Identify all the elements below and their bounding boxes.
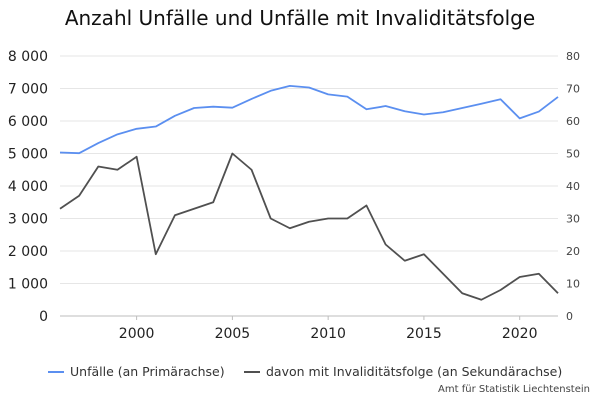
y-left-tick-label: 1 000 bbox=[8, 277, 48, 293]
y-right-tick-label: 60 bbox=[566, 115, 580, 128]
y-right-tick-label: 30 bbox=[566, 213, 580, 226]
legend-swatch-invaliditaet bbox=[244, 370, 260, 373]
legend-swatch-unfaelle bbox=[48, 370, 64, 373]
y-axis-left: 0 1 000 2 000 3 000 4 000 5 000 6 000 7 000 8 00… bbox=[8, 49, 48, 325]
series-line-unfaelle bbox=[59, 85, 559, 155]
y-left-tick-label: 0 bbox=[39, 309, 48, 325]
series-line-invaliditaet bbox=[59, 152, 559, 301]
y-right-tick-label: 80 bbox=[566, 50, 580, 63]
legend-item-invaliditaet: davon mit Invaliditätsfolge (an Sekundär… bbox=[244, 364, 562, 379]
x-axis: 2000 2005 2010 2015 2020 bbox=[119, 316, 538, 342]
series-lines bbox=[59, 85, 559, 301]
y-axis-right: 0 10 20 30 40 50 60 70 80 bbox=[566, 50, 580, 323]
x-tick-label: 2010 bbox=[310, 326, 346, 342]
y-left-tick-label: 8 000 bbox=[8, 49, 48, 65]
y-right-tick-label: 70 bbox=[566, 83, 580, 96]
y-left-tick-label: 3 000 bbox=[8, 212, 48, 228]
y-left-tick-label: 2 000 bbox=[8, 244, 48, 260]
y-left-tick-label: 5 000 bbox=[8, 147, 48, 163]
y-right-tick-label: 10 bbox=[566, 278, 580, 291]
y-right-tick-label: 0 bbox=[566, 310, 573, 323]
legend-item-unfaelle: Unfälle (an Primärachse) bbox=[48, 364, 225, 379]
y-left-tick-label: 6 000 bbox=[8, 114, 48, 130]
x-tick-label: 2020 bbox=[502, 326, 538, 342]
y-right-tick-label: 50 bbox=[566, 148, 580, 161]
x-tick-label: 2000 bbox=[119, 326, 155, 342]
x-tick-label: 2005 bbox=[215, 326, 251, 342]
y-right-tick-label: 40 bbox=[566, 180, 580, 193]
source-note: Amt für Statistik Liechtenstein bbox=[438, 384, 590, 395]
y-left-tick-label: 4 000 bbox=[8, 179, 48, 195]
legend-label-invaliditaet: davon mit Invaliditätsfolge (an Sekundär… bbox=[266, 364, 563, 379]
y-right-tick-label: 20 bbox=[566, 245, 580, 258]
chart-title: Anzahl Unfälle und Unfälle mit Invalidit… bbox=[64, 6, 536, 30]
y-left-tick-label: 7 000 bbox=[8, 82, 48, 98]
x-tick-label: 2015 bbox=[406, 326, 442, 342]
legend-label-unfaelle: Unfälle (an Primärachse) bbox=[70, 364, 225, 379]
gridlines bbox=[60, 55, 558, 317]
